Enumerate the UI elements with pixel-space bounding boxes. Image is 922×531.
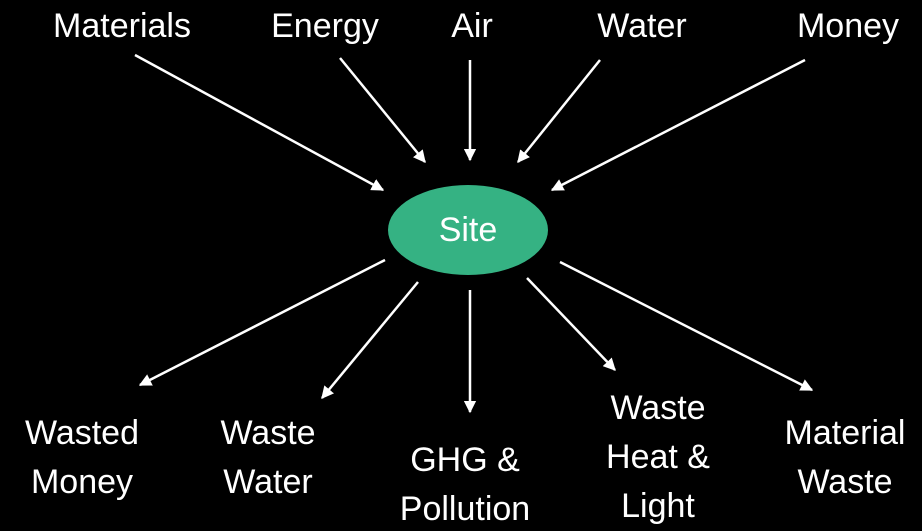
output-arrow [138,258,386,387]
output-label: Money [31,463,133,501]
site-label: Site [439,211,498,249]
input-label: Air [451,7,493,45]
input-label: Money [797,7,899,45]
input-label: Energy [271,7,379,45]
input-arrow [339,57,426,163]
output-arrow [321,281,419,399]
site-node [388,185,548,275]
output-label: Material [785,414,906,452]
output-label: Water [223,463,312,501]
output-label: Wasted [25,414,139,452]
input-arrow [550,58,806,192]
output-label: Waste [220,414,315,452]
output-label: Waste [797,463,892,501]
input-label: Water [597,7,686,45]
output-label: Pollution [400,490,530,528]
output-label: Light [621,487,695,525]
output-label: GHG & [410,441,520,479]
output-arrow [526,277,616,371]
output-label: Waste [610,389,705,427]
input-label: Materials [53,7,191,45]
output-arrow [559,260,814,392]
input-arrow [134,53,385,192]
output-label: Heat & [606,438,710,476]
flows: Materials Energy Air Water Money Wasted Money W… [25,7,905,528]
input-arrow [517,59,601,163]
